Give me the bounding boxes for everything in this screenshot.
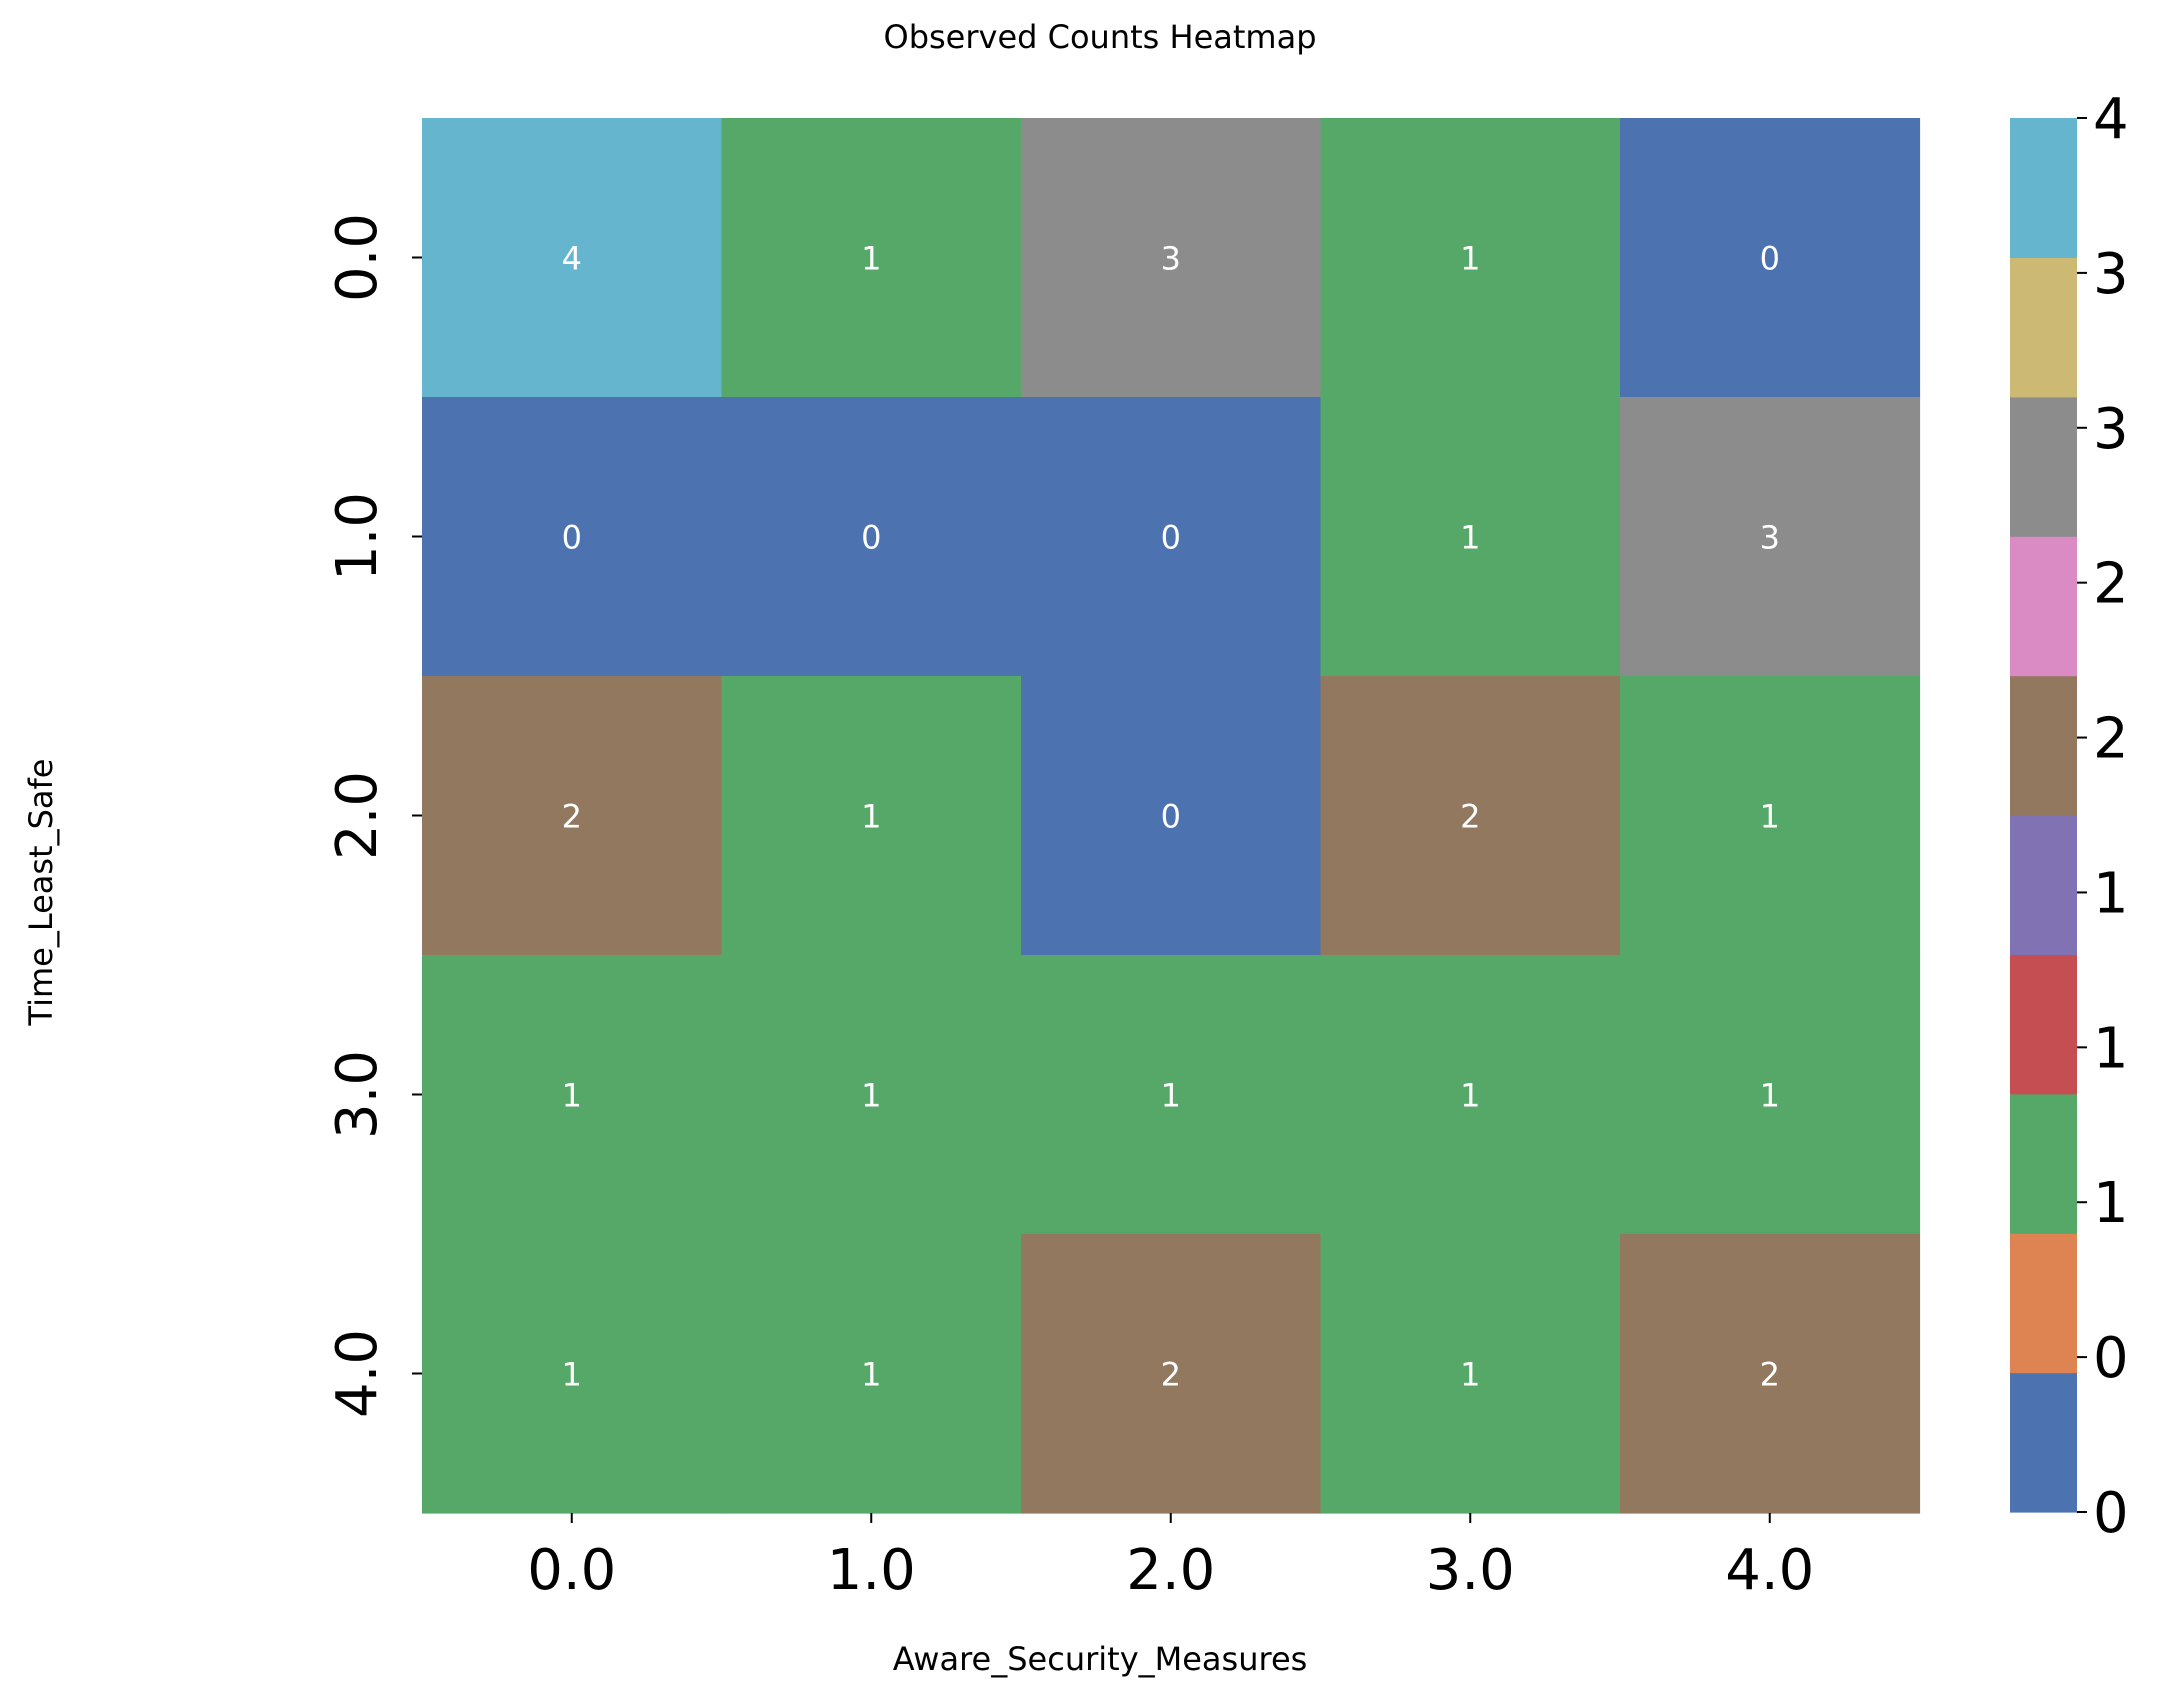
chart-title: Observed Counts Heatmap — [884, 18, 1317, 56]
heatmap-cell-r4-c3 — [1320, 1234, 1621, 1514]
heatmap-cell-r0-c0 — [422, 118, 723, 398]
colorbar-segment — [2010, 536, 2077, 677]
colorbar-segment — [2010, 1233, 2077, 1374]
y-tick-label: 3.0 — [325, 1050, 390, 1139]
colorbar-segment — [2010, 257, 2077, 398]
heatmap-cell-r2-c4 — [1620, 676, 1921, 956]
colorbar-tick-label: 1 — [2093, 1016, 2129, 1081]
colorbar-tick-label: 2 — [2093, 552, 2129, 617]
cell-value-label: 1 — [562, 1077, 582, 1115]
heatmap-cell-r1-c3 — [1320, 397, 1621, 677]
cell-value-label: 1 — [1460, 240, 1480, 278]
heatmap-cell-r2-c3 — [1320, 676, 1621, 956]
colorbar-segment — [2010, 118, 2077, 258]
heatmap-cell-r2-c0 — [422, 676, 723, 956]
colorbar-tick-label: 3 — [2093, 242, 2129, 307]
cell-value-label: 0 — [562, 519, 582, 557]
colorbar-tick-label: 1 — [2093, 861, 2129, 926]
heatmap-cell-r3-c1 — [721, 955, 1022, 1235]
colorbar-tick-label: 3 — [2093, 397, 2129, 462]
heatmap-cells: 4 1 3 1 0 0 0 0 1 3 2 1 0 2 1 1 1 1 1 1 1 1 2 1 2 — [422, 118, 1921, 1514]
x-tick-label: 2.0 — [1126, 1538, 1215, 1603]
cell-value-label: 3 — [1161, 240, 1181, 278]
heatmap-cell-r0-c4 — [1620, 118, 1921, 398]
cell-value-label: 0 — [1760, 240, 1780, 278]
cell-value-label: 1 — [1460, 519, 1480, 557]
x-tick-label: 1.0 — [827, 1538, 916, 1603]
heatmap-cell-r3-c3 — [1320, 955, 1621, 1235]
cell-value-label: 1 — [861, 798, 881, 836]
cell-value-label: 1 — [1760, 1077, 1780, 1115]
heatmap-cell-r3-c4 — [1620, 955, 1921, 1235]
colorbar-tick-label: 4 — [2093, 87, 2129, 152]
heatmap-cell-r1-c4 — [1620, 397, 1921, 677]
heatmap-cell-r2-c1 — [721, 676, 1022, 956]
heatmap-cell-r4-c1 — [721, 1234, 1022, 1514]
cell-value-label: 2 — [562, 798, 582, 836]
cell-value-label: 1 — [1161, 1077, 1181, 1115]
y-axis-ticks: 0.0 1.0 2.0 3.0 4.0 — [325, 213, 422, 1418]
colorbar-tick-label: 0 — [2093, 1326, 2129, 1391]
colorbar-tick-label: 1 — [2093, 1171, 2129, 1236]
colorbar-tick-label: 0 — [2093, 1481, 2129, 1546]
cell-value-label: 1 — [1760, 798, 1780, 836]
colorbar-segment — [2010, 1093, 2077, 1234]
heatmap-cell-r0-c3 — [1320, 118, 1621, 398]
heatmap-cell-r1-c1 — [721, 397, 1022, 677]
colorbar-tick-label: 2 — [2093, 707, 2129, 772]
y-tick-label: 0.0 — [325, 213, 390, 302]
colorbar-segment — [2010, 675, 2077, 816]
y-tick-label: 4.0 — [325, 1329, 390, 1418]
colorbar: 0 0 1 1 1 2 2 3 3 4 — [2010, 87, 2129, 1546]
cell-value-label: 1 — [1460, 1356, 1480, 1394]
heatmap-cell-r0-c1 — [721, 118, 1022, 398]
heatmap-cell-r1-c0 — [422, 397, 723, 677]
colorbar-segment — [2010, 1372, 2077, 1513]
cell-value-label: 4 — [562, 240, 582, 278]
cell-value-label: 0 — [1161, 798, 1181, 836]
y-axis-label: Time_Least_Safe — [22, 759, 60, 1027]
heatmap-cell-r1-c2 — [1021, 397, 1322, 677]
cell-value-label: 1 — [1460, 1077, 1480, 1115]
heatmap-cell-r3-c2 — [1021, 955, 1322, 1235]
colorbar-segment — [2010, 815, 2077, 955]
x-tick-label: 4.0 — [1725, 1538, 1814, 1603]
cell-value-label: 2 — [1460, 798, 1480, 836]
cell-value-label: 1 — [861, 1077, 881, 1115]
cell-value-label: 1 — [562, 1356, 582, 1394]
heatmap-cell-r4-c2 — [1021, 1234, 1322, 1514]
cell-value-label: 1 — [861, 240, 881, 278]
cell-value-label: 3 — [1760, 519, 1780, 557]
x-tick-label: 0.0 — [527, 1538, 616, 1603]
cell-value-label: 0 — [861, 519, 881, 557]
x-tick-label: 3.0 — [1426, 1538, 1515, 1603]
heatmap-cell-r4-c4 — [1620, 1234, 1921, 1514]
cell-value-label: 2 — [1760, 1356, 1780, 1394]
y-tick-label: 1.0 — [325, 492, 390, 581]
cell-value-label: 1 — [861, 1356, 881, 1394]
x-axis-label: Aware_Security_Measures — [893, 1640, 1308, 1678]
colorbar-segment — [2010, 396, 2077, 537]
cell-value-label: 0 — [1161, 519, 1181, 557]
colorbar-segment — [2010, 954, 2077, 1095]
heatmap-cell-r3-c0 — [422, 955, 723, 1235]
heatmap-cell-r0-c2 — [1021, 118, 1322, 398]
heatmap-cell-r4-c0 — [422, 1234, 723, 1514]
heatmap-cell-r2-c2 — [1021, 676, 1322, 956]
x-axis-ticks: 0.0 1.0 2.0 3.0 4.0 — [527, 1513, 1814, 1603]
y-tick-label: 2.0 — [325, 771, 390, 860]
cell-value-label: 2 — [1161, 1356, 1181, 1394]
